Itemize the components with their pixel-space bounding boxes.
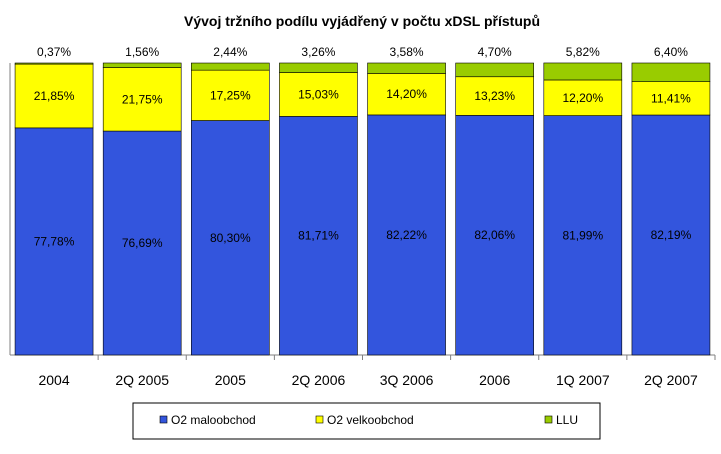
- data-label: 21,85%: [34, 89, 75, 103]
- bar-segment: [367, 73, 446, 116]
- bar-segment: [279, 116, 358, 356]
- bar-segment: [543, 79, 623, 116]
- bar-segment: [455, 76, 534, 116]
- bar-segment: [191, 62, 270, 71]
- data-label: 11,41%: [651, 91, 691, 105]
- bar-segment: [543, 62, 623, 81]
- data-label: 82,22%: [386, 228, 427, 242]
- legend-label: O2 velkoobchod: [327, 413, 414, 427]
- data-label: 76,69%: [122, 236, 163, 250]
- data-label: 81,71%: [298, 229, 339, 243]
- legend-label: LLU: [556, 413, 578, 427]
- bar-segment: [191, 120, 270, 356]
- legend-swatch: [159, 415, 168, 424]
- bar-segment: [455, 115, 534, 356]
- bar-segment: [102, 130, 182, 356]
- data-label: 4,70%: [478, 45, 512, 59]
- bar-segment: [367, 114, 446, 356]
- data-label: 82,19%: [651, 228, 692, 242]
- data-label: 80,30%: [210, 231, 251, 245]
- bar-segment: [455, 62, 534, 78]
- x-tick-label: 2006: [479, 372, 510, 388]
- data-label: 15,03%: [298, 87, 339, 101]
- data-label: 21,75%: [122, 92, 163, 106]
- bar-segment: [543, 115, 623, 356]
- legend-swatch: [544, 415, 553, 424]
- bar-segment: [631, 62, 711, 82]
- x-tick-label: 2Q 2006: [292, 372, 346, 388]
- data-label: 0,37%: [37, 45, 71, 59]
- data-label: 81,99%: [562, 228, 603, 242]
- data-label: 14,20%: [386, 87, 427, 101]
- x-tick-label: 1Q 2007: [556, 372, 610, 388]
- bar-segment: [367, 62, 446, 74]
- data-label: 82,06%: [474, 228, 515, 242]
- data-label: 2,44%: [213, 45, 247, 59]
- data-label: 6,40%: [654, 45, 688, 59]
- bar-segment: [102, 67, 182, 132]
- bar-segment: [279, 62, 358, 73]
- x-tick-label: 2004: [38, 372, 69, 388]
- bar-segment: [14, 127, 94, 356]
- x-tick-label: 3Q 2006: [380, 372, 434, 388]
- legend-swatch: [315, 415, 324, 424]
- data-label: 3,26%: [301, 45, 335, 59]
- plot-area: 77,78% 21,85% 0,37% 2004 76,69% 21,75% 1,56% 2Q…: [9, 45, 716, 388]
- data-label: 13,23%: [474, 89, 515, 103]
- legend-label: O2 maloobchod: [171, 413, 256, 427]
- data-label: 12,20%: [562, 91, 603, 105]
- data-label: 3,58%: [390, 45, 424, 59]
- data-label: 1,56%: [125, 45, 159, 59]
- x-tick-label: 2Q 2007: [644, 372, 698, 388]
- bar-segment: [102, 62, 182, 68]
- data-label: 5,82%: [566, 45, 600, 59]
- legend-box: [132, 402, 601, 440]
- bar-segment: [14, 62, 94, 65]
- data-label: 77,78%: [34, 234, 75, 248]
- bar-segment: [279, 72, 358, 117]
- bar-segment: [631, 81, 711, 116]
- x-tick-label: 2005: [215, 372, 246, 388]
- x-tick-label: 2Q 2005: [115, 372, 169, 388]
- data-label: 17,25%: [210, 88, 251, 102]
- chart-title: Vývoj tržního podílu vyjádřený v počtu x…: [184, 13, 540, 29]
- legend: O2 maloobchod O2 velkoobchod LLU: [132, 402, 601, 440]
